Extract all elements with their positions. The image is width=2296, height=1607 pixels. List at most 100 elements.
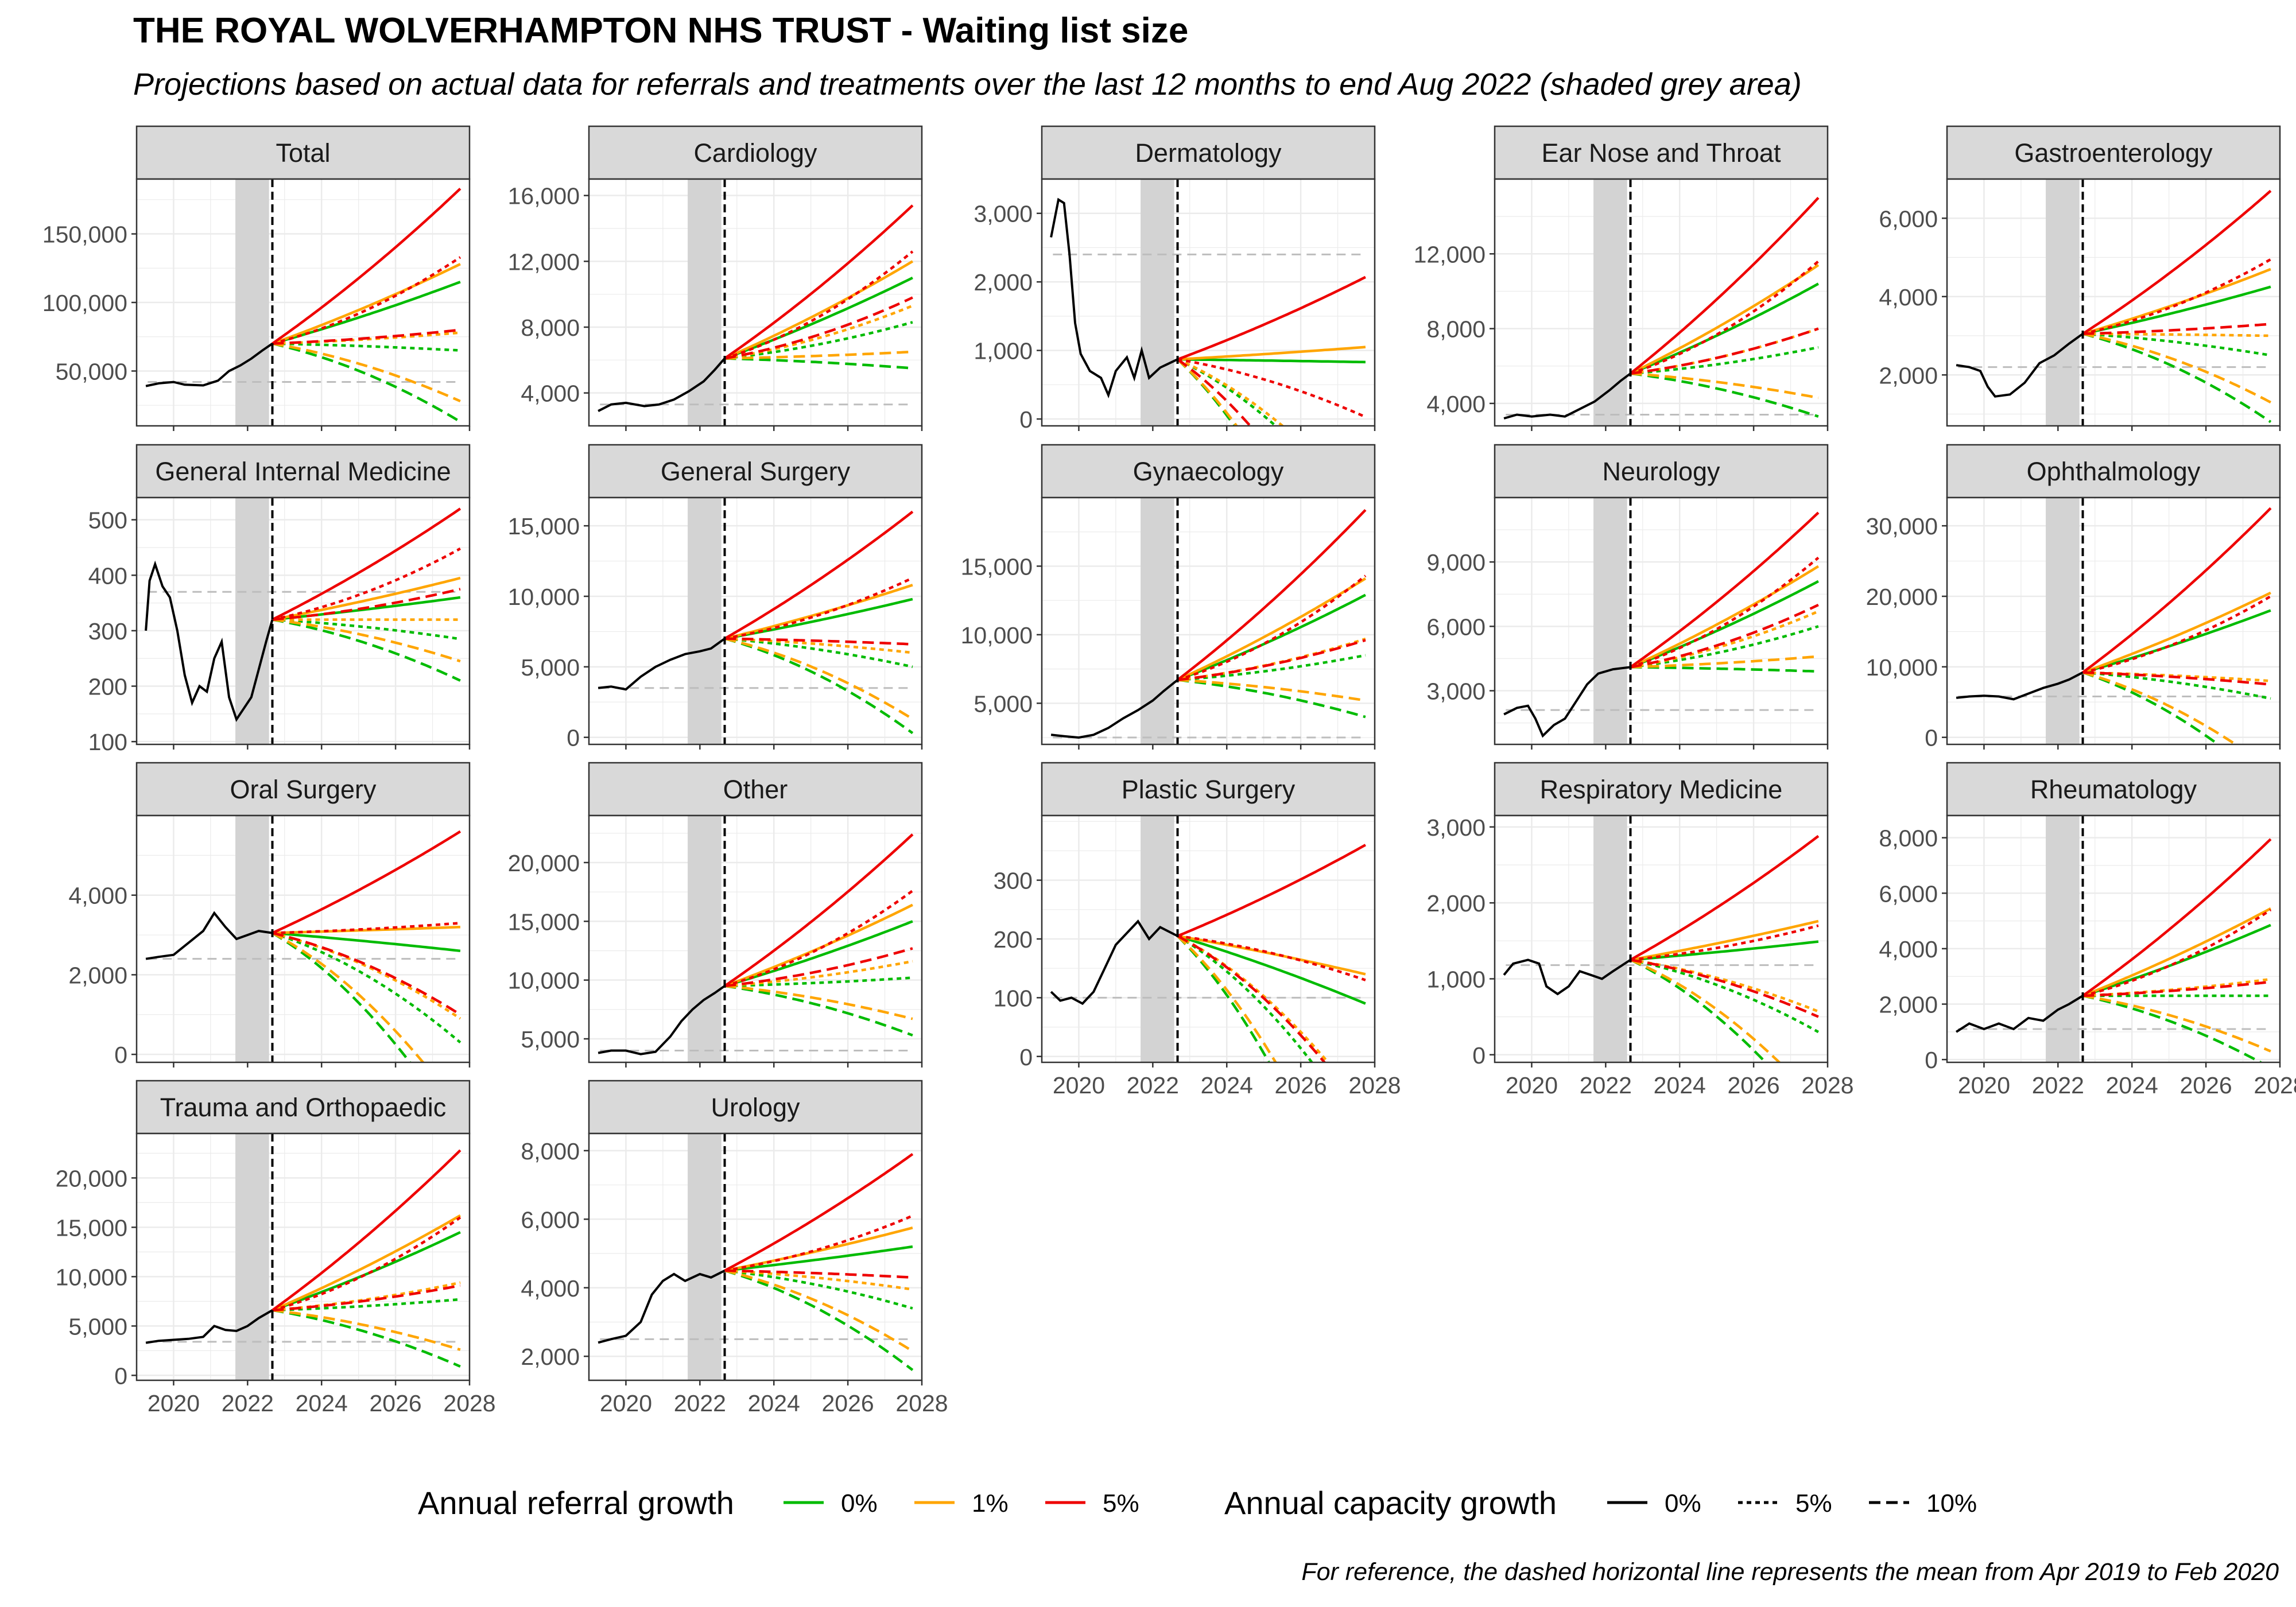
projection-line-ref-5pct-cap-10pct [2082, 980, 2271, 997]
panel-title: Dermatology [1135, 138, 1282, 168]
series-lines [145, 188, 461, 423]
panel-border [1494, 496, 1829, 746]
projection-line-ref-0pct-cap-0pct [724, 1245, 913, 1272]
projection-line-ref-1pct-cap-10pct [1630, 655, 1819, 669]
projection-line-ref-0pct-cap-5pct [272, 1298, 461, 1312]
projection-line-ref-1pct-cap-0pct [2082, 907, 2271, 997]
panel-border [1494, 814, 1829, 1063]
projection-line-ref-1pct-cap-0pct [272, 576, 461, 621]
x-tick-label: 2020 [1958, 1072, 2010, 1098]
x-tick-label: 2020 [600, 1390, 652, 1416]
y-tick-label: 1,000 [974, 338, 1033, 364]
projection-line-ref-5pct-cap-5pct [724, 577, 913, 640]
y-tick-label: 2,000 [1879, 362, 1938, 389]
projection-line-ref-1pct-cap-5pct [2082, 671, 2271, 682]
panel-border [1041, 178, 1376, 427]
panel-border [135, 814, 471, 1063]
panel-neurology: Neurology 3,000 6,000 9,000 [1426, 444, 1829, 750]
x-tick-label: 2022 [222, 1390, 274, 1416]
y-tick-label: 300 [994, 868, 1033, 894]
projection-line-ref-5pct-cap-10pct [1177, 934, 1327, 1062]
projection-line-ref-5pct-cap-10pct [724, 1269, 913, 1279]
projection-line-ref-5pct-cap-0pct [1177, 509, 1367, 681]
projection-line-ref-1pct-cap-5pct [724, 637, 913, 654]
history-line [1956, 995, 2084, 1033]
legend-label-capacity: 10% [1926, 1489, 1977, 1517]
projection-line-ref-0pct-cap-0pct [2082, 923, 2271, 997]
projection-line-ref-5pct-cap-0pct [1177, 844, 1366, 937]
panel-strip [588, 444, 923, 499]
y-tick-label: 3,000 [974, 201, 1033, 227]
y-tick-label: 0 [1472, 1042, 1486, 1069]
y-tick-label: 5,000 [521, 1026, 580, 1053]
history-line [145, 911, 273, 960]
series-lines [598, 510, 914, 735]
plot-background [1947, 498, 2280, 744]
y-tick-label: 0 [1925, 725, 1938, 751]
projection-line-ref-1pct-cap-0pct [1177, 346, 1366, 361]
x-tick-label: 2026 [822, 1390, 874, 1416]
projection-line-ref-5pct-cap-5pct [272, 547, 461, 621]
plot-background [137, 816, 470, 1062]
panel-plastic-surgery: Plastic Surgery 0 100 200 300 2020 2022 2024 202… [994, 762, 1401, 1098]
history-line [1050, 919, 1178, 1006]
series-lines [598, 204, 914, 412]
projection-line-ref-1pct-cap-10pct [2082, 332, 2271, 404]
projection-line-ref-1pct-cap-0pct [1630, 919, 1819, 961]
legend: Annual referral growth 0% 1% 5% Annual capac… [418, 1485, 1977, 1521]
y-tick-label: 5,000 [521, 654, 580, 681]
plot-background [1947, 816, 2280, 1062]
series-lines [1503, 834, 1820, 1062]
projection-line-ref-0pct-cap-0pct [1177, 358, 1366, 364]
panel-gynaecology: Gynaecology 5,000 10,000 15,000 [961, 444, 1376, 750]
panel-ear-nose-and-throat: Ear Nose and Throat 4,000 8,000 12,000 [1414, 125, 1829, 431]
projection-line-ref-0pct-cap-5pct [724, 976, 913, 988]
series-lines [1503, 511, 1820, 738]
history-line [1956, 671, 2084, 701]
projection-line-ref-5pct-cap-10pct [1630, 958, 1819, 1018]
panel-strip [588, 762, 923, 817]
projection-line-ref-0pct-cap-0pct [1630, 282, 1819, 375]
projection-line-ref-5pct-cap-10pct [1177, 358, 1252, 426]
panel-border [135, 496, 471, 746]
history-line [145, 1309, 273, 1344]
x-tick-label: 2024 [2106, 1072, 2158, 1098]
y-tick-label: 4,000 [1426, 391, 1486, 417]
projection-line-ref-1pct-cap-10pct [272, 342, 461, 403]
panel-urology: Urology 2,000 4,000 6,000 8,000 2020 2022 2024 2… [521, 1080, 948, 1416]
shaded-period [1593, 816, 1627, 1062]
panel-title: Total [276, 138, 330, 168]
legend-label-capacity: 0% [1665, 1489, 1701, 1517]
x-tick-label: 2024 [1654, 1072, 1706, 1098]
projection-line-ref-1pct-cap-0pct [2082, 591, 2271, 674]
projection-line-ref-0pct-cap-5pct [1177, 934, 1314, 1062]
projection-line-ref-0pct-cap-5pct [724, 637, 913, 669]
x-tick-label: 2028 [1348, 1072, 1401, 1098]
projection-line-ref-5pct-cap-0pct [272, 1149, 461, 1311]
history-line [1050, 679, 1178, 739]
projection-line-ref-0pct-cap-0pct [272, 281, 461, 345]
legend-title-capacity: Annual capacity growth [1224, 1485, 1557, 1521]
x-tick-label: 2028 [443, 1390, 495, 1416]
projection-line-ref-5pct-cap-0pct [724, 1152, 914, 1272]
projection-line-ref-5pct-cap-10pct [1177, 639, 1366, 681]
panel-border [135, 1132, 471, 1381]
projection-line-ref-5pct-cap-0pct [724, 833, 914, 987]
panel-cardiology: Cardiology 4,000 8,000 12,000 16,000 [508, 125, 923, 431]
projection-line-ref-5pct-cap-5pct [272, 922, 461, 934]
y-tick-label: 8,000 [1426, 316, 1486, 343]
plot-background [589, 1134, 922, 1380]
y-tick-label: 16,000 [508, 183, 580, 209]
y-tick-label: 15,000 [961, 553, 1033, 580]
y-tick-label: 6,000 [1426, 614, 1486, 640]
series-lines [1956, 838, 2272, 1062]
shaded-period [235, 179, 269, 426]
projection-line-ref-5pct-cap-0pct [1630, 834, 1820, 961]
panel-trauma-and-orthopaedic: Trauma and Orthopaedic 0 5,000 10,000 15,000… [56, 1080, 496, 1416]
plot-background [1495, 179, 1828, 426]
panel-strip [135, 444, 471, 499]
y-tick-label: 3,000 [1426, 678, 1486, 705]
projection-line-ref-0pct-cap-5pct [1177, 654, 1366, 681]
panel-ophthalmology: Ophthalmology 0 10,000 20,000 30,000 [1866, 444, 2281, 751]
projection-line-ref-5pct-cap-10pct [724, 637, 913, 646]
